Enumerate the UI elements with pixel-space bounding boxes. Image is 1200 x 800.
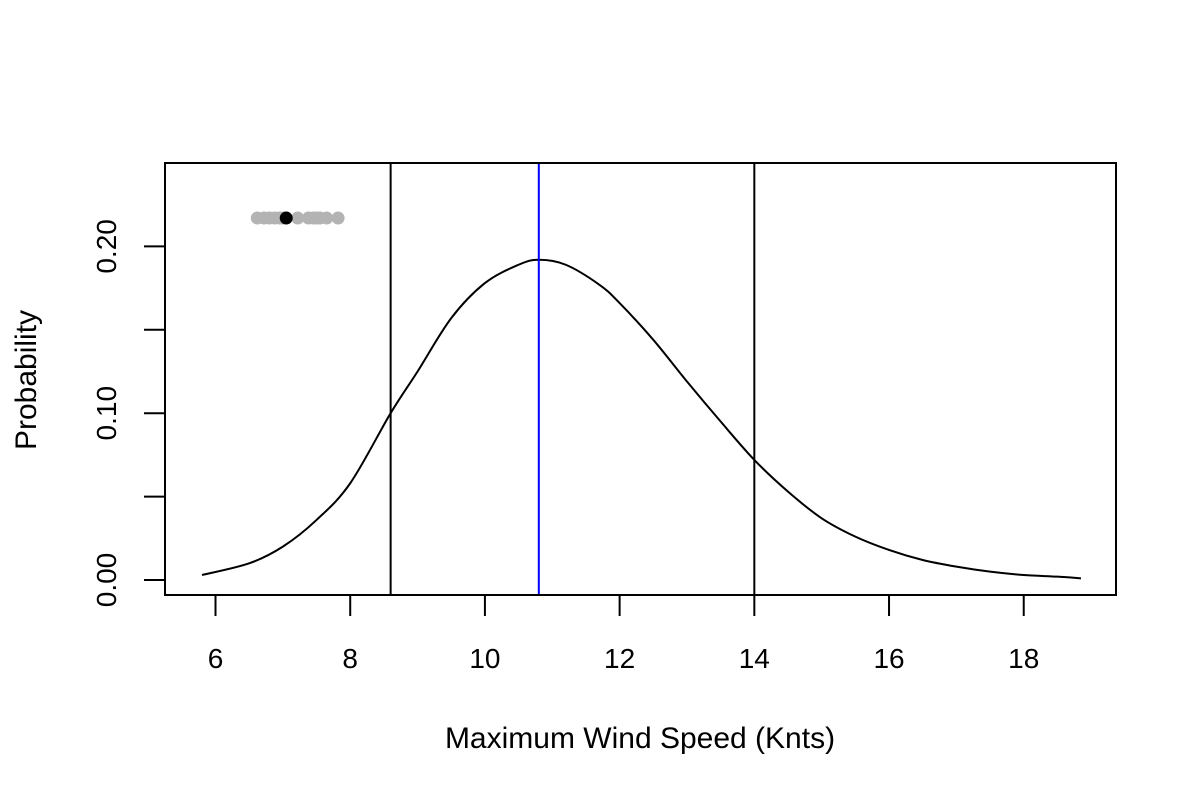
density-curve [201, 258, 1082, 580]
y-tick-label: 0.00 [91, 553, 122, 608]
x-tick-label: 10 [469, 643, 500, 674]
y-axis-label: Probability [10, 310, 43, 450]
x-tick-label: 18 [1008, 643, 1039, 674]
plot-frame [164, 162, 1117, 596]
x-axis-label: Maximum Wind Speed (Knts) [445, 722, 835, 755]
x-tick-label: 12 [604, 643, 635, 674]
y-tick-label: 0.20 [91, 219, 122, 274]
observation-point [320, 211, 334, 225]
x-tick-label: 16 [873, 643, 904, 674]
observation-point [331, 211, 345, 225]
highlighted-observation-point [279, 211, 293, 225]
x-tick-label: 8 [342, 643, 358, 674]
x-tick-label: 14 [739, 643, 770, 674]
x-tick-label: 6 [208, 643, 224, 674]
observation-point [291, 211, 305, 225]
y-tick-label: 0.10 [91, 386, 122, 441]
